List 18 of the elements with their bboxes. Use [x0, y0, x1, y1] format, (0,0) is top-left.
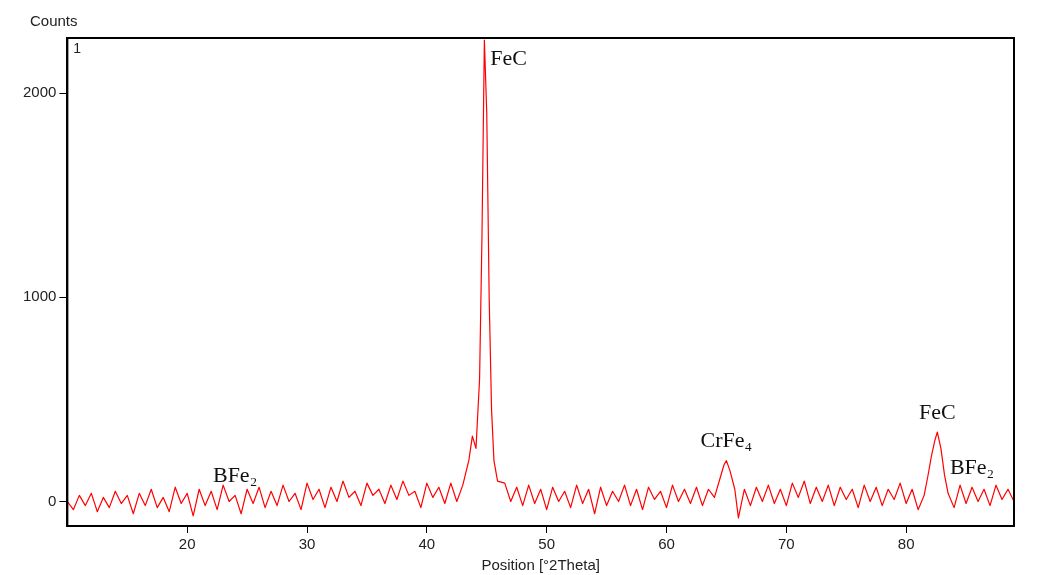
annotation: BFe₂	[949, 453, 995, 479]
x-tick-label: 70	[777, 535, 795, 553]
annotation: FeC	[490, 44, 528, 70]
x-axis-title: Position [°2Theta]	[481, 556, 600, 574]
y-tick-label: 0	[48, 491, 57, 509]
x-tick-label: 40	[418, 535, 436, 553]
annotation: BFe₂	[212, 462, 258, 488]
x-tick-label: 80	[897, 535, 915, 553]
annotation: CrFe₄	[700, 427, 753, 453]
annotation: FeC	[918, 398, 956, 424]
y-axis-title: Counts	[30, 12, 78, 30]
x-tick-label: 60	[658, 535, 675, 553]
x-tick-label: 30	[298, 535, 316, 553]
x-tick-label: 20	[178, 535, 196, 553]
annotation: 1	[73, 39, 82, 56]
y-tick-label: 2000	[22, 83, 57, 101]
y-tick-label: 1000	[22, 287, 57, 305]
x-tick-label: 50	[538, 535, 556, 553]
